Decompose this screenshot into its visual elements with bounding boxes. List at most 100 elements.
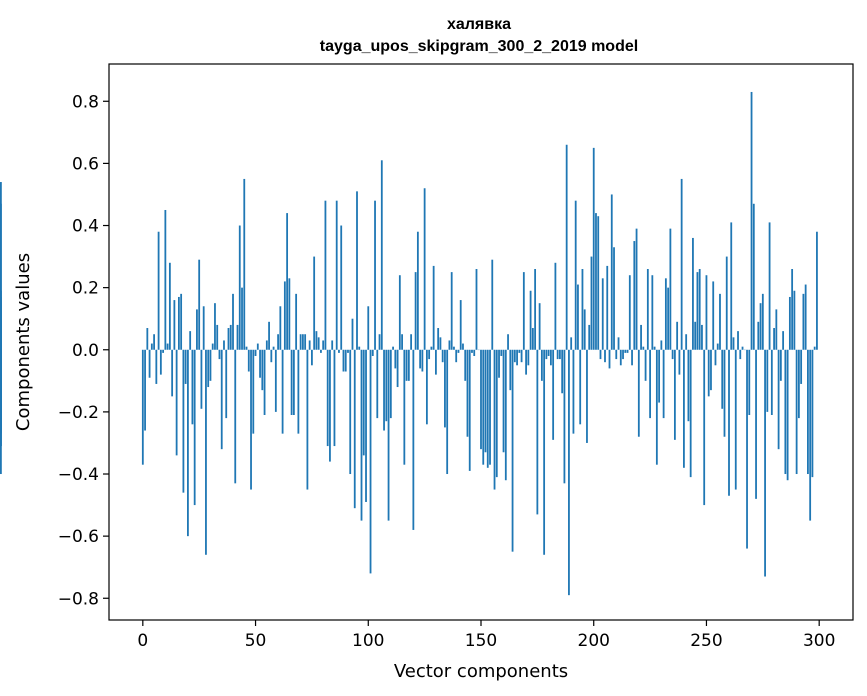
bar <box>698 269 701 350</box>
bar <box>439 337 442 350</box>
bar <box>356 191 358 350</box>
bar <box>755 349 757 499</box>
bar <box>577 284 579 350</box>
bar <box>218 349 221 360</box>
bar <box>304 334 307 350</box>
bar <box>414 272 417 350</box>
bar <box>301 334 304 350</box>
bar <box>308 340 311 350</box>
bar <box>290 349 293 415</box>
bar <box>687 349 690 422</box>
bar <box>256 343 259 350</box>
bar <box>637 349 640 437</box>
bar <box>268 321 270 350</box>
bar <box>295 293 298 350</box>
bar <box>800 349 803 384</box>
y-tick-label: −0.4 <box>58 465 99 485</box>
bar <box>0 349 2 419</box>
bar <box>457 349 460 353</box>
bar <box>202 306 205 350</box>
bar <box>198 259 201 350</box>
bar <box>306 349 309 490</box>
bar <box>335 200 338 350</box>
bar <box>428 349 431 360</box>
plot-frame <box>108 63 854 621</box>
bar <box>270 349 273 363</box>
bar <box>430 346 433 350</box>
bar <box>554 262 557 350</box>
bar <box>795 349 798 475</box>
bar <box>651 275 654 350</box>
bar <box>791 269 794 350</box>
bar <box>797 349 800 419</box>
y-tick-label: 0.6 <box>72 154 99 174</box>
bar <box>193 349 196 506</box>
bar <box>216 324 219 350</box>
bar <box>468 349 471 471</box>
bar <box>748 349 751 415</box>
bar <box>716 343 719 350</box>
bar <box>286 213 289 350</box>
bar <box>141 349 144 465</box>
y-tick-label: 0.0 <box>72 341 99 361</box>
bar <box>811 349 814 478</box>
bar <box>552 349 555 440</box>
bar <box>333 349 336 447</box>
bar <box>311 349 313 366</box>
bar <box>367 306 370 350</box>
bar <box>599 349 602 360</box>
bar <box>696 272 699 350</box>
x-axis-label: Vector components <box>394 661 568 682</box>
bar <box>340 225 343 350</box>
bar <box>549 349 552 366</box>
bar <box>685 334 688 350</box>
bar <box>705 275 708 350</box>
bar <box>673 349 676 440</box>
bars-group <box>0 91 818 596</box>
bar <box>263 349 266 415</box>
bar <box>728 349 730 496</box>
bar <box>773 328 775 350</box>
bar <box>646 269 649 350</box>
bar <box>279 306 282 350</box>
bar <box>407 349 410 381</box>
bar <box>529 290 532 350</box>
bar <box>816 231 818 350</box>
bar <box>0 203 2 350</box>
bar <box>421 349 424 372</box>
bar <box>692 237 694 350</box>
bar <box>595 213 597 350</box>
bar <box>252 349 255 434</box>
bar <box>412 349 415 530</box>
bar <box>714 349 717 366</box>
y-tick-label: 0.4 <box>72 217 99 237</box>
bar <box>732 337 735 350</box>
bar <box>597 216 600 350</box>
bar <box>331 340 334 350</box>
bar <box>475 269 478 350</box>
bar <box>540 349 543 381</box>
bar <box>189 331 192 350</box>
bar <box>326 349 329 447</box>
bar <box>162 349 165 353</box>
bar <box>680 178 683 350</box>
bar <box>446 349 449 475</box>
bar <box>380 160 383 350</box>
bar <box>238 225 241 350</box>
bar <box>376 349 379 419</box>
bar <box>495 349 498 478</box>
bar <box>254 349 257 356</box>
bar <box>462 343 464 350</box>
bar <box>570 337 573 350</box>
bar <box>432 265 435 350</box>
bar <box>730 222 733 350</box>
bar <box>329 349 331 462</box>
bar <box>419 349 422 369</box>
bar <box>177 296 180 350</box>
bar <box>387 349 390 521</box>
y-axis-label: Components values <box>13 253 34 431</box>
bar <box>220 349 223 450</box>
bar <box>741 346 744 350</box>
bar <box>473 349 476 356</box>
bar <box>322 340 325 350</box>
